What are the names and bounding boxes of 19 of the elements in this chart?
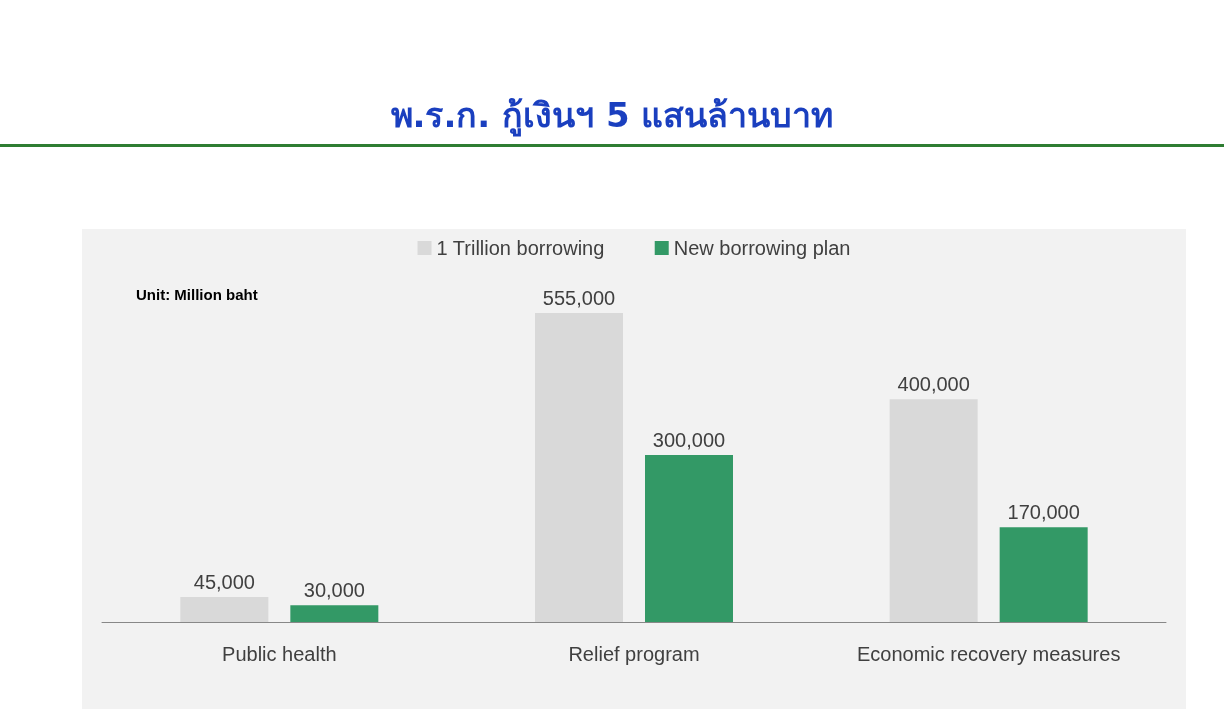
data-label: 45,000 xyxy=(193,570,255,593)
text: Unit: Million baht xyxy=(136,286,258,303)
x-tick-label: Economic recovery measures xyxy=(856,643,1121,665)
legend-label: New borrowing plan xyxy=(673,237,851,259)
chart-title: พ.ร.ก. กู้เงินฯ 5 แสนล้านบาท xyxy=(389,94,835,139)
data-label: 555,000 xyxy=(542,287,616,310)
bar xyxy=(999,527,1088,622)
data-label: 30,000 xyxy=(303,579,365,602)
legend-label: 1 Trillion borrowing xyxy=(436,237,605,259)
bar xyxy=(290,605,379,622)
data-label: 300,000 xyxy=(652,429,726,451)
x-tick-label: Relief program xyxy=(568,643,700,665)
bar xyxy=(889,399,978,622)
bar xyxy=(180,596,269,622)
data-label: 400,000 xyxy=(897,373,970,396)
bar xyxy=(535,313,623,622)
data-label: 170,000 xyxy=(1007,501,1080,524)
bar xyxy=(645,455,733,622)
x-tick-label: Public health xyxy=(222,643,337,665)
